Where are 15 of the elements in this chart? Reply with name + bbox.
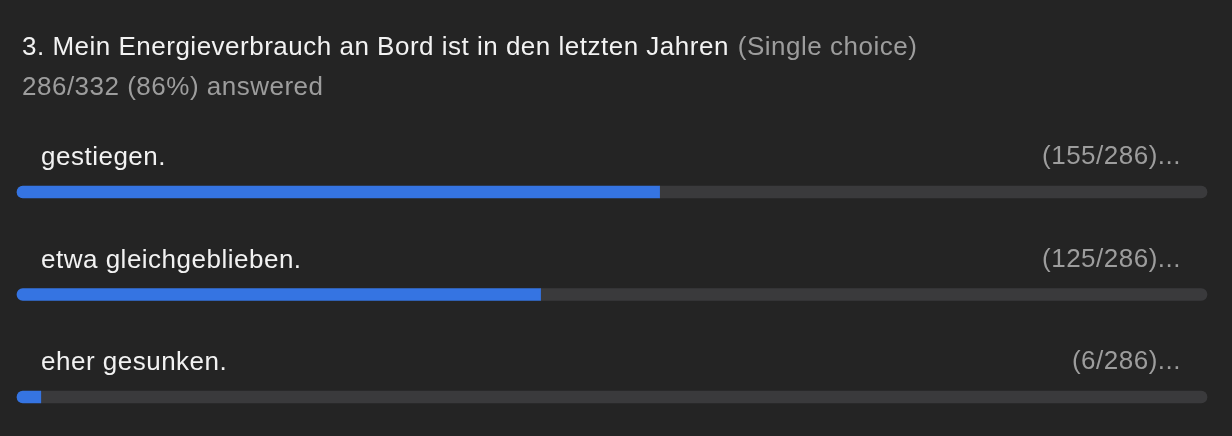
annotation: (125/286)... — [1042, 242, 1181, 273]
bar — [16, 288, 541, 301]
bar — [659, 185, 1208, 199]
y-tick-label: eher gesunken. — [41, 346, 228, 376]
text: (Single choice) — [737, 31, 918, 61]
bar — [16, 390, 42, 404]
bar — [540, 288, 1208, 301]
chart-title: 3. Mein Energieverbrauch an Bord ist in den letzten Jahren — [22, 31, 729, 61]
annotation: (6/286)... — [1071, 345, 1181, 375]
chart-subtitle: 286/332 (86%) answered — [22, 71, 324, 101]
y-tick-label: gestiegen. — [41, 141, 166, 171]
bar — [16, 185, 660, 199]
bar — [40, 390, 1208, 404]
y-tick-label: etwa gleichgeblieben. — [41, 243, 302, 274]
annotation: (155/286)... — [1042, 140, 1181, 170]
